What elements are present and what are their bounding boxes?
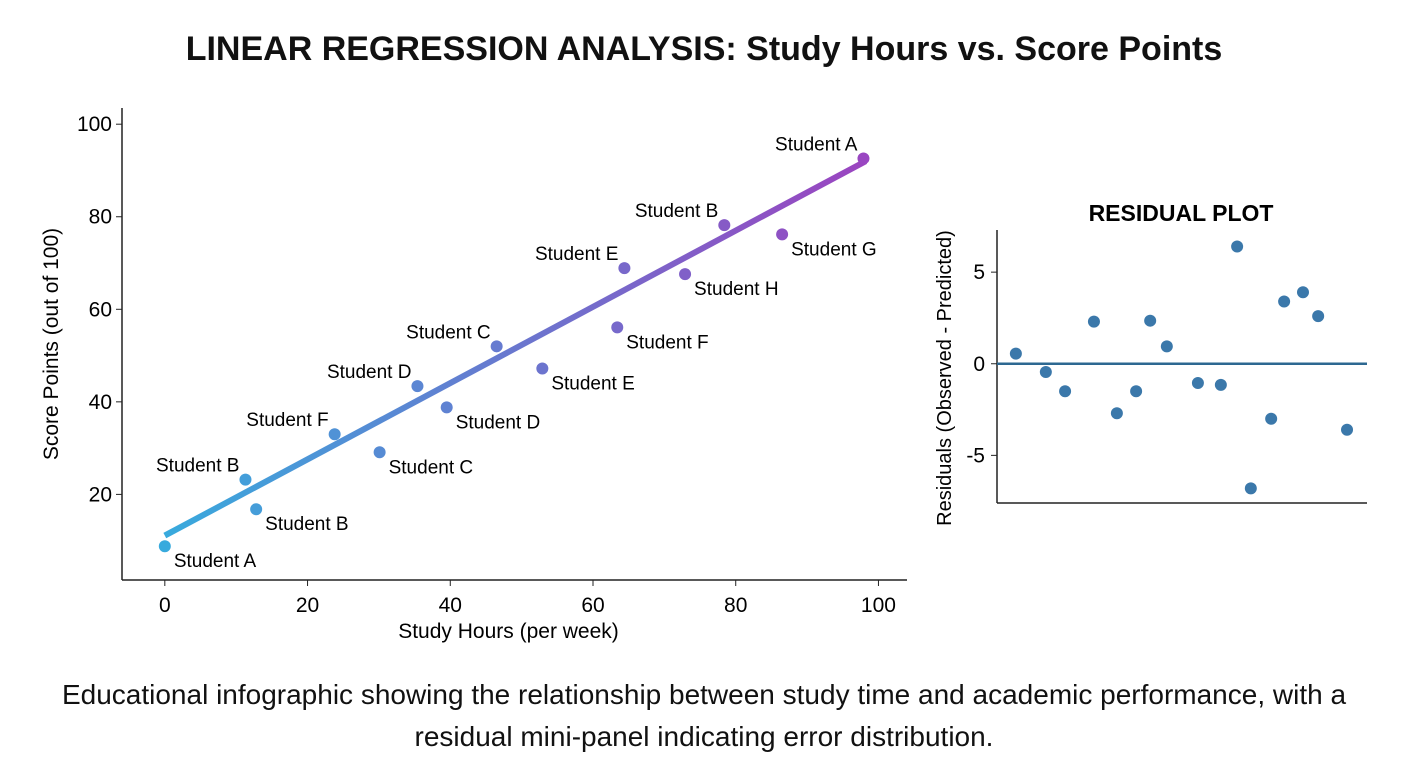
residual-y-axis-label: Residuals (Observed - Predicted) bbox=[934, 230, 956, 526]
caption: Educational infographic showing the rela… bbox=[61, 679, 1347, 752]
x-tick-label: 0 bbox=[159, 594, 171, 617]
residual-y-tick-label: -5 bbox=[966, 444, 985, 467]
point-label: Student B bbox=[635, 201, 718, 222]
residual-y-tick-label: 0 bbox=[973, 353, 985, 376]
data-point bbox=[239, 473, 252, 486]
point-label: Student A bbox=[174, 551, 257, 572]
data-point bbox=[679, 268, 692, 281]
data-point bbox=[618, 262, 631, 275]
point-label: Student G bbox=[791, 239, 877, 260]
point-label: Student A bbox=[775, 134, 858, 155]
point-label: Student C bbox=[389, 457, 474, 478]
x-tick-label: 100 bbox=[861, 594, 896, 617]
residual-point bbox=[1341, 423, 1354, 436]
residual-point bbox=[1312, 310, 1325, 323]
data-point bbox=[857, 152, 870, 165]
point-label: Student F bbox=[626, 332, 708, 353]
residual-point bbox=[1110, 407, 1123, 420]
y-tick-label: 100 bbox=[77, 113, 112, 136]
point-label: Student F bbox=[246, 410, 328, 431]
residual-point bbox=[1039, 365, 1052, 378]
point-label: Student D bbox=[456, 412, 541, 433]
residual-point bbox=[1087, 315, 1100, 328]
x-tick-label: 20 bbox=[296, 594, 319, 617]
y-tick-label: 80 bbox=[89, 206, 112, 229]
point-label: Student H bbox=[694, 279, 779, 300]
y-tick-label: 60 bbox=[89, 298, 112, 321]
residual-point bbox=[1059, 385, 1072, 398]
residual-point bbox=[1296, 286, 1309, 299]
data-point bbox=[373, 446, 386, 459]
x-tick-label: 60 bbox=[581, 594, 604, 617]
data-point bbox=[490, 340, 503, 353]
point-label: Student C bbox=[406, 322, 491, 343]
data-point bbox=[718, 219, 731, 232]
point-label: Student E bbox=[551, 374, 634, 395]
y-tick-label: 20 bbox=[89, 483, 112, 506]
x-tick-label: 80 bbox=[724, 594, 747, 617]
main-scatter-plot: 0 20 40 60 80 100 20 40 60 80 100 Study Hours (per … bbox=[40, 108, 907, 643]
residual-point bbox=[1278, 295, 1291, 308]
point-label: Student D bbox=[327, 362, 412, 383]
residual-y-tick-label: 5 bbox=[973, 261, 985, 284]
x-tick-label: 40 bbox=[439, 594, 462, 617]
residual-plot: RESIDUAL PLOT 5 0 -5 Residuals (Observed - P… bbox=[934, 200, 1367, 526]
data-point bbox=[536, 362, 549, 375]
residual-point bbox=[1160, 340, 1173, 353]
residual-title: RESIDUAL PLOT bbox=[1089, 200, 1274, 226]
residual-point bbox=[1231, 240, 1244, 253]
data-point bbox=[411, 380, 424, 393]
point-label: Student B bbox=[156, 456, 239, 477]
residual-point bbox=[1144, 314, 1157, 327]
residual-point bbox=[1009, 347, 1022, 360]
residual-point bbox=[1191, 376, 1204, 389]
data-point bbox=[776, 228, 789, 241]
data-point bbox=[158, 540, 171, 553]
y-tick-label: 40 bbox=[89, 391, 112, 414]
residual-point bbox=[1265, 412, 1278, 425]
point-label: Student E bbox=[535, 244, 618, 265]
y-axis-label: Score Points (out of 100) bbox=[40, 228, 63, 460]
point-label: Student B bbox=[265, 514, 348, 535]
residual-point bbox=[1130, 385, 1143, 398]
residual-point bbox=[1214, 378, 1227, 391]
data-point bbox=[611, 321, 624, 334]
data-point bbox=[250, 503, 263, 516]
regression-line bbox=[163, 158, 868, 539]
data-point bbox=[440, 401, 453, 414]
data-point bbox=[328, 428, 341, 441]
x-axis-label: Study Hours (per week) bbox=[398, 620, 619, 643]
chart-title: LINEAR REGRESSION ANALYSIS: Study Hours … bbox=[185, 30, 1223, 68]
residual-point bbox=[1244, 482, 1257, 495]
